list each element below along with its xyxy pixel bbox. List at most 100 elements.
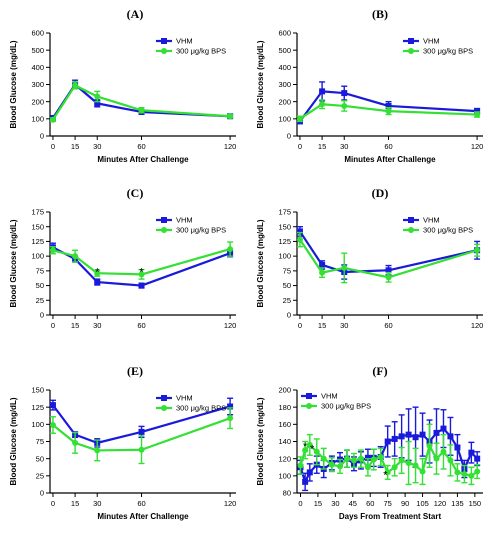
y-axis-label: Blood Glucose (mg/dL) [256, 40, 265, 128]
y-tick-label: 200 [278, 386, 291, 395]
x-tick-label: 30 [93, 499, 101, 508]
y-tick-label: 500 [278, 46, 291, 55]
legend-label-bps: 300 μg/kg BPS [423, 226, 473, 235]
y-tick-label: 100 [31, 420, 44, 429]
series-bps [297, 423, 481, 486]
data-point-vhm [296, 228, 303, 235]
data-point-vhm [474, 108, 481, 115]
legend-marker-vhm [161, 38, 167, 44]
series-vhm [296, 81, 481, 125]
panel-title: (C) [127, 186, 144, 200]
x-tick-label: 30 [93, 321, 101, 330]
y-tick-label: 120 [278, 454, 291, 463]
data-point-vhm [474, 455, 481, 462]
x-tick-label: 120 [471, 321, 484, 330]
panel-title: (F) [372, 364, 387, 378]
data-point-bps [72, 439, 79, 446]
legend-marker-vhm [161, 217, 167, 223]
panel-c: (C) 0 25 50 75 100 125 150 175 0 15 30 60 120 Blood Gl… [9, 186, 236, 330]
y-tick-label: 160 [278, 420, 291, 429]
data-point-bps [405, 459, 412, 466]
data-point-bps [474, 111, 481, 118]
y-tick-label: 75 [283, 266, 291, 275]
legend-marker-bps [161, 405, 167, 411]
y-tick-label: 75 [36, 266, 44, 275]
data-point-bps [72, 82, 79, 89]
x-tick-label: 15 [318, 321, 326, 330]
data-point-bps [320, 455, 327, 462]
data-point-bps [474, 247, 481, 254]
x-tick-label: 105 [416, 499, 429, 508]
data-point-vhm [94, 279, 101, 286]
data-point-bps [94, 270, 101, 277]
data-point-bps [384, 469, 391, 476]
panel-title: (A) [127, 7, 144, 21]
panel-e: (E) 0 25 50 75 100 125 150 0 15 30 60 120 Minutes Aft… [9, 364, 236, 521]
legend-marker-vhm [161, 395, 167, 401]
y-axis-label: Blood Glucose (mg/dL) [9, 397, 18, 485]
data-point-bps [138, 446, 145, 453]
y-axis-label: Blood Glucose (mg/dL) [9, 219, 18, 307]
x-tick-label: 75 [384, 499, 392, 508]
data-point-bps [49, 422, 56, 429]
panel-title: (D) [372, 186, 389, 200]
x-tick-label: 30 [93, 142, 101, 151]
panel-a: (A) 0 100 200 300 400 500 600 0 15 30 60 120 Minutes … [9, 7, 236, 164]
data-point-bps [296, 236, 303, 243]
y-tick-label: 600 [31, 29, 44, 38]
x-tick-label: 15 [314, 499, 322, 508]
x-tick-label: 15 [71, 499, 79, 508]
y-tick-label: 50 [36, 281, 44, 290]
data-point-bps [391, 464, 398, 471]
y-tick-label: 125 [278, 237, 291, 246]
legend-label-vhm: VHM [176, 394, 193, 403]
legend-marker-bps [306, 403, 312, 409]
data-point-vhm [319, 261, 326, 268]
legend-label-bps: 300 μg/kg BPS [176, 47, 226, 56]
y-tick-label: 400 [31, 63, 44, 72]
y-tick-label: 175 [31, 208, 44, 217]
y-tick-label: 100 [278, 114, 291, 123]
data-point-bps [377, 453, 384, 460]
legend-marker-bps [408, 48, 414, 54]
data-point-vhm [391, 435, 398, 442]
y-tick-label: 50 [36, 454, 44, 463]
data-point-vhm [94, 100, 101, 107]
data-point-vhm [412, 434, 419, 441]
data-point-vhm [319, 88, 326, 95]
data-point-bps [227, 415, 234, 422]
x-axis-label: Days From Treatment Start [339, 512, 442, 521]
y-tick-label: 100 [31, 252, 44, 261]
legend-label-vhm: VHM [423, 37, 440, 46]
panel-title: (E) [127, 364, 143, 378]
data-point-bps [364, 464, 371, 471]
data-point-bps [461, 471, 468, 478]
y-tick-label: 75 [36, 437, 44, 446]
data-point-bps [296, 115, 303, 122]
x-tick-label: 120 [224, 142, 237, 151]
legend-label-bps: 300 μg/kg BPS [176, 404, 226, 413]
x-tick-label: 60 [137, 499, 145, 508]
y-tick-label: 100 [278, 252, 291, 261]
data-point-bps [319, 101, 326, 108]
y-tick-label: 300 [278, 80, 291, 89]
data-point-vhm [49, 402, 56, 409]
x-tick-label: 120 [471, 142, 484, 151]
y-tick-label: 80 [283, 489, 291, 498]
legend-marker-bps [161, 48, 167, 54]
y-tick-label: 125 [31, 403, 44, 412]
data-point-bps [49, 116, 56, 123]
data-point-bps [385, 108, 392, 115]
y-tick-label: 600 [278, 29, 291, 38]
x-axis-label: Minutes After Challenge [97, 155, 189, 164]
panel-d: (D) 0 25 50 75 100 125 150 175 0 15 30 60 120 Blood Gl… [256, 186, 483, 330]
y-tick-label: 0 [287, 132, 291, 141]
y-tick-label: 400 [278, 63, 291, 72]
data-point-vhm [440, 425, 447, 432]
x-axis-label: Minutes After Challenge [344, 155, 436, 164]
x-tick-label: 0 [51, 499, 55, 508]
data-point-vhm [447, 433, 454, 440]
data-point-bps [313, 448, 320, 455]
